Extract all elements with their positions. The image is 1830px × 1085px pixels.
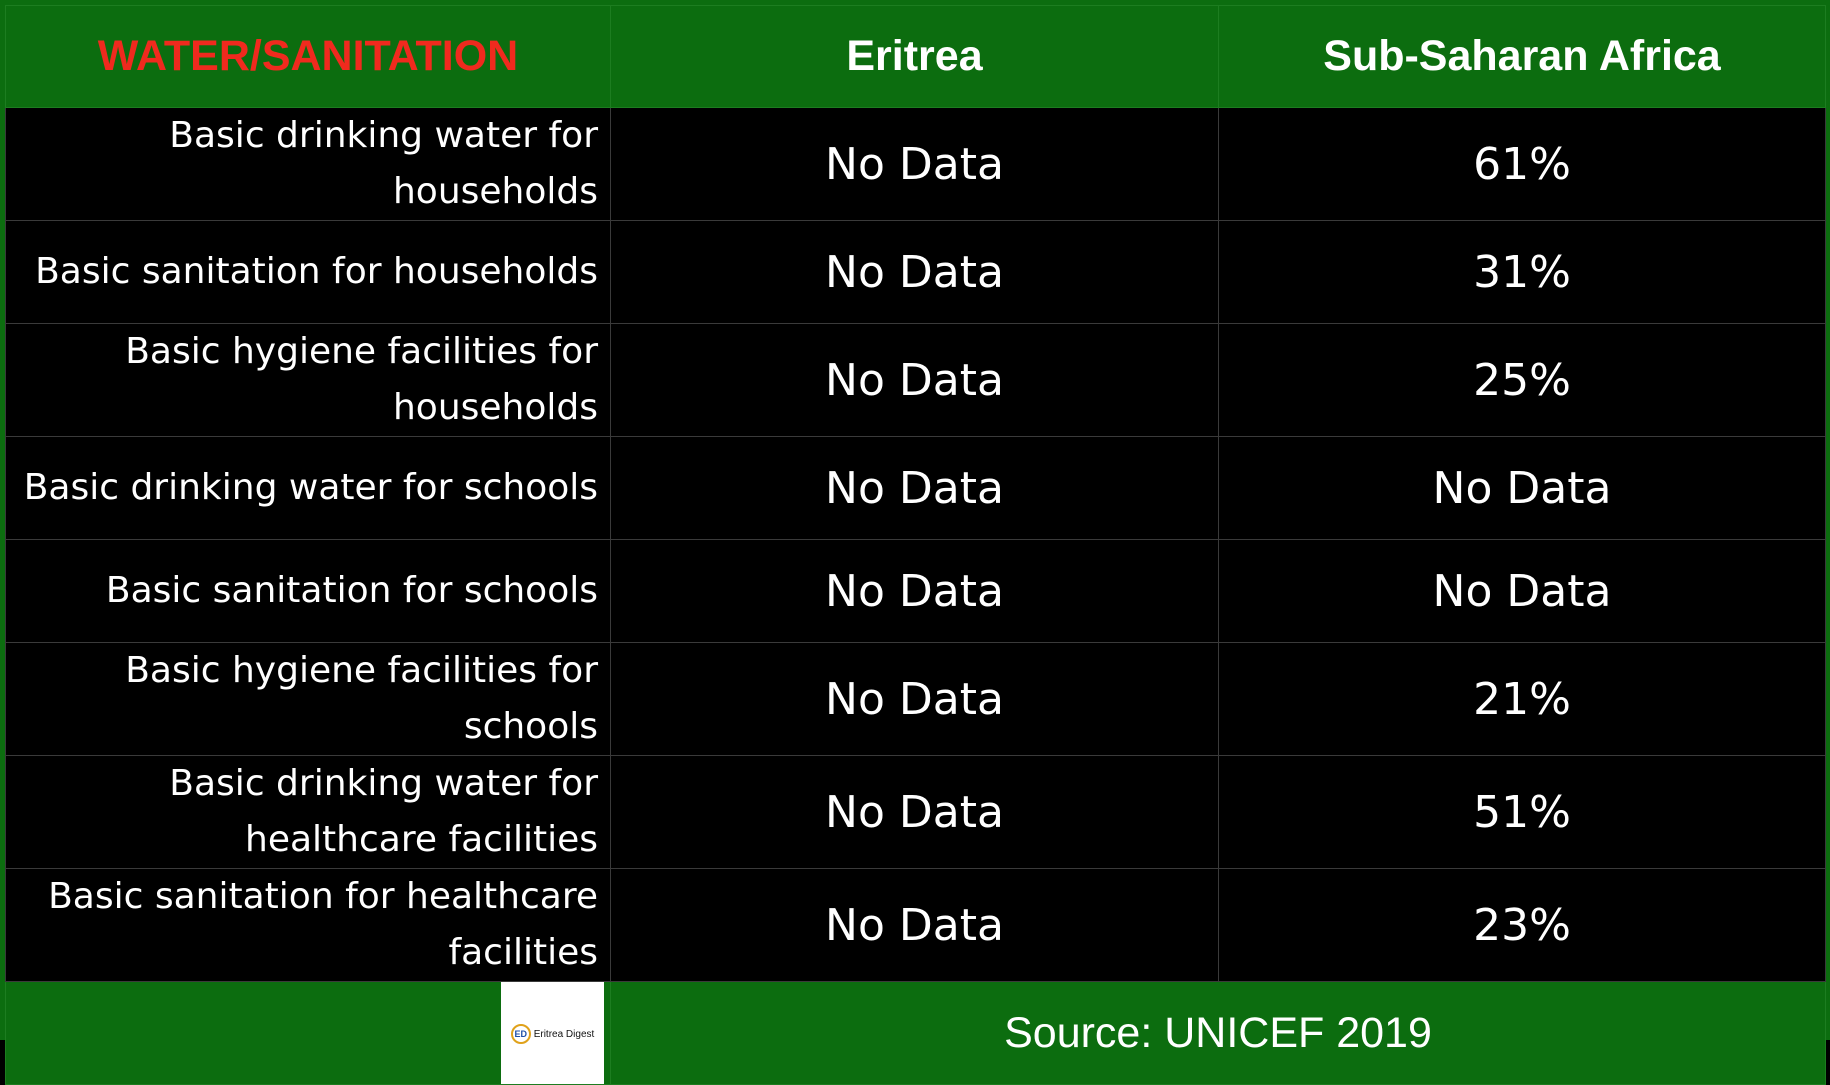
logo-text: Eritrea Digest (533, 1028, 595, 1040)
table-row: Basic drinking water for healthcare faci… (5, 755, 1826, 869)
eritrea-value: No Data (610, 323, 1219, 437)
header-eritrea: Eritrea (610, 5, 1219, 108)
table-row: Basic sanitation for healthcare faciliti… (5, 868, 1826, 982)
eritrea-value: No Data (610, 642, 1219, 756)
sub-saharan-africa-value: 51% (1218, 755, 1826, 869)
sub-saharan-africa-value: 25% (1218, 323, 1826, 437)
indicator-label: Basic sanitation for healthcare faciliti… (5, 868, 611, 982)
table-row: Basic drinking water for schools No Data N… (5, 436, 1826, 540)
table-row: Basic sanitation for households No Data 31… (5, 220, 1826, 324)
eritrea-digest-logo: ED Eritrea Digest (501, 982, 604, 1084)
footer-row: ED Eritrea Digest Source: UNICEF 2019 (5, 981, 1826, 1085)
eritrea-value: No Data (610, 220, 1219, 324)
indicator-label: Basic sanitation for schools (5, 539, 611, 643)
header-sub-saharan-africa: Sub-Saharan Africa (1218, 5, 1826, 108)
water-sanitation-table: WATER/SANITATION Eritrea Sub-Saharan Afr… (5, 5, 1826, 1085)
indicator-label: Basic drinking water for households (5, 107, 611, 221)
eritrea-value: No Data (610, 868, 1219, 982)
header-indicator: WATER/SANITATION (5, 5, 611, 108)
sub-saharan-africa-value: 23% (1218, 868, 1826, 982)
table-row: Basic hygiene facilities for households N… (5, 323, 1826, 437)
eritrea-value: No Data (610, 107, 1219, 221)
indicator-label: Basic drinking water for schools (5, 436, 611, 540)
logo-mark-icon: ED (510, 1024, 531, 1044)
sub-saharan-africa-value: No Data (1218, 436, 1826, 540)
table-row: Basic drinking water for households No Da… (5, 107, 1826, 221)
indicator-label: Basic sanitation for households (5, 220, 611, 324)
eritrea-value: No Data (610, 539, 1219, 643)
source-note: Source: UNICEF 2019 (610, 981, 1826, 1085)
footer-logo-cell: ED Eritrea Digest (5, 981, 611, 1085)
table-row: Basic hygiene facilities for schools No D… (5, 642, 1826, 756)
header-row: WATER/SANITATION Eritrea Sub-Saharan Afr… (5, 5, 1826, 108)
indicator-label: Basic drinking water for healthcare faci… (5, 755, 611, 869)
indicator-label: Basic hygiene facilities for households (5, 323, 611, 437)
eritrea-value: No Data (610, 436, 1219, 540)
sub-saharan-africa-value: 31% (1218, 220, 1826, 324)
sub-saharan-africa-value: 21% (1218, 642, 1826, 756)
table-row: Basic sanitation for schools No Data No Da… (5, 539, 1826, 643)
eritrea-value: No Data (610, 755, 1219, 869)
sub-saharan-africa-value: No Data (1218, 539, 1826, 643)
sub-saharan-africa-value: 61% (1218, 107, 1826, 221)
indicator-label: Basic hygiene facilities for schools (5, 642, 611, 756)
